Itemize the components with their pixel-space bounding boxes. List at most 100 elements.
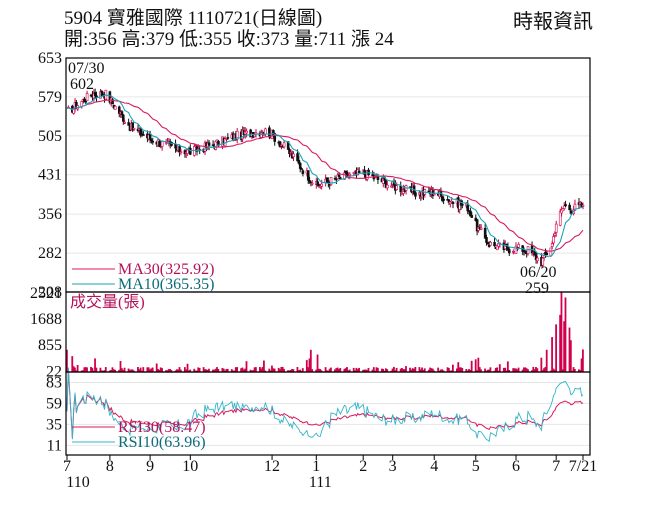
volume-bar <box>441 369 444 372</box>
volume-bar <box>252 370 255 372</box>
volume-bar <box>493 370 496 372</box>
volume-bar <box>525 368 528 372</box>
volume-bar <box>194 370 197 372</box>
volume-bar <box>316 354 319 372</box>
volume-bar <box>371 369 374 372</box>
candle-body <box>131 122 134 131</box>
volume-bar <box>183 367 186 372</box>
volume-title: 成交量(張) <box>70 293 145 311</box>
volume-bar <box>66 349 68 372</box>
volume-bar <box>465 369 468 372</box>
volume-bar <box>372 367 375 372</box>
candle-body <box>553 233 557 236</box>
volume-bar <box>394 370 397 372</box>
volume-bar <box>320 370 323 372</box>
candle-body <box>545 252 549 256</box>
candle-body <box>123 121 126 124</box>
volume-bar <box>531 370 533 372</box>
volume-bar <box>474 359 477 372</box>
candle-body <box>560 209 563 214</box>
volume-bar <box>485 370 488 372</box>
candle-body <box>85 93 89 102</box>
volume-bar <box>580 358 583 372</box>
volume-bar <box>225 368 228 372</box>
volume-bar <box>391 368 394 372</box>
candle-body <box>151 140 155 143</box>
volume-bar <box>202 367 205 372</box>
volume-bar <box>402 369 405 372</box>
high-date-label: 07/30 <box>68 60 104 77</box>
volume-bar <box>409 367 411 372</box>
volume-bar <box>189 369 192 372</box>
volume-bar <box>344 368 347 372</box>
volume-bar <box>110 369 113 372</box>
volume-bar <box>446 367 449 372</box>
volume-bar <box>280 366 283 372</box>
chart-title: 5904 寶雅國際 1110721(日線圖) <box>64 8 323 29</box>
volume-bar <box>423 368 426 372</box>
volume-bar <box>139 367 142 372</box>
candle-body <box>562 205 566 209</box>
volume-bar <box>244 368 247 372</box>
volume-bar <box>111 367 114 372</box>
candle-body <box>306 170 310 181</box>
volume-bar <box>315 369 318 372</box>
volume-bar <box>234 367 237 372</box>
candle-body <box>348 173 352 176</box>
candle-body <box>550 243 554 247</box>
volume-bar <box>573 368 576 372</box>
volume-bar <box>552 368 555 372</box>
volume-bar <box>84 367 87 372</box>
candle-body <box>485 237 488 243</box>
volume-bar <box>551 337 553 372</box>
candle-body <box>120 111 124 115</box>
candle-body <box>292 153 295 157</box>
volume-bar <box>401 368 403 372</box>
volume-bar <box>327 370 330 372</box>
candle-body <box>493 242 496 247</box>
candle-body <box>310 182 314 185</box>
candle-body <box>568 204 571 211</box>
volume-bar <box>431 368 434 372</box>
volume-bar <box>437 367 440 372</box>
candle-body <box>489 242 492 246</box>
volume-bar <box>175 369 178 372</box>
volume-bar <box>488 369 490 372</box>
candle-body <box>289 152 293 154</box>
volume-bar <box>533 369 536 372</box>
volume-bar <box>543 368 545 372</box>
volume-bar <box>288 370 291 372</box>
volume-bar <box>292 369 295 372</box>
candle-body <box>235 130 239 140</box>
volume-bar <box>158 369 161 372</box>
candle-body <box>179 151 183 154</box>
volume-bar <box>99 367 102 372</box>
volume-bar <box>399 368 402 372</box>
volume-bar <box>497 370 500 372</box>
volume-bar <box>429 367 432 372</box>
volume-bar <box>279 369 281 372</box>
volume-bar <box>230 369 233 372</box>
volume-bar <box>527 369 529 372</box>
price-tick-label: 282 <box>38 245 62 262</box>
candle-body <box>127 122 130 126</box>
volume-bar <box>272 368 275 372</box>
volume-bar <box>83 367 86 372</box>
candle-body <box>517 244 520 248</box>
volume-bar <box>532 366 535 372</box>
candle-body <box>343 172 346 180</box>
candle-body <box>549 247 553 257</box>
volume-bar <box>328 368 331 372</box>
volume-bar <box>516 369 519 372</box>
volume-bar <box>336 367 339 372</box>
volume-bar <box>268 368 271 372</box>
price-tick-label: 579 <box>38 89 62 106</box>
volume-bar <box>521 369 524 372</box>
candle-body <box>297 160 301 164</box>
volume-bar <box>119 360 122 372</box>
x-tick-label: 7 <box>552 458 560 475</box>
volume-bar <box>301 368 304 372</box>
volume-bar <box>466 370 469 372</box>
volume-bar <box>339 368 342 372</box>
x-tick-label: 4 <box>430 458 438 475</box>
